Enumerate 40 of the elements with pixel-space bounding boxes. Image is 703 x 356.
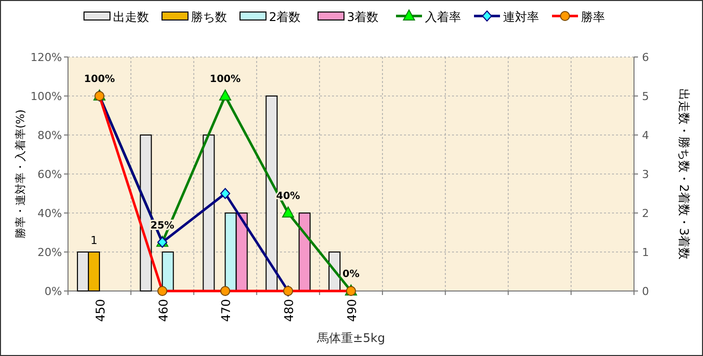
y2-tick-label: 5 bbox=[642, 90, 649, 103]
y-axis-title: 勝率・連対率・入着率(%) bbox=[14, 109, 27, 239]
x-tick-label: 460 bbox=[156, 299, 170, 322]
point bbox=[282, 206, 294, 218]
data-label: 100% bbox=[84, 74, 115, 85]
y-tick-label: 120% bbox=[30, 51, 62, 64]
x-tick-label: 450 bbox=[93, 299, 108, 322]
y-tick-label: 80% bbox=[38, 129, 62, 142]
y2-tick-label: 3 bbox=[642, 168, 649, 181]
data-label: 0% bbox=[342, 269, 360, 280]
legend-label: 連対率 bbox=[503, 10, 539, 24]
y2-tick-label: 0 bbox=[642, 285, 649, 298]
y2-tick-label: 1 bbox=[642, 246, 649, 259]
y2-axis-title: 出走数・勝ち数・2着数・3着数 bbox=[677, 88, 691, 260]
point bbox=[220, 188, 230, 199]
point bbox=[219, 90, 232, 100]
legend-label: 入着率 bbox=[425, 10, 461, 24]
x-tick-label: 490 bbox=[345, 299, 359, 322]
data-label: 1 bbox=[90, 234, 98, 247]
y-tick-label: 0% bbox=[44, 285, 62, 298]
y-tick-label: 100% bbox=[30, 90, 62, 103]
y2-tick-label: 6 bbox=[642, 51, 649, 64]
bar bbox=[298, 212, 311, 292]
legend-label: 勝ち数 bbox=[191, 10, 227, 24]
y2-tick-label: 2 bbox=[642, 207, 649, 220]
y-tick-label: 60% bbox=[38, 168, 62, 181]
legend-label: 3着数 bbox=[347, 10, 379, 24]
legend-label: 勝率 bbox=[581, 10, 605, 24]
x-tick-label: 480 bbox=[282, 299, 296, 322]
y-tick-label: 40% bbox=[38, 207, 62, 220]
legend-label: 出走数 bbox=[113, 10, 149, 24]
legend-label: 2着数 bbox=[269, 10, 301, 24]
y2-tick-label: 4 bbox=[642, 129, 649, 142]
bar bbox=[162, 252, 174, 292]
data-label: 100% bbox=[210, 74, 241, 85]
x-axis-title: 馬体重±5kg bbox=[316, 331, 386, 345]
bar bbox=[266, 96, 278, 292]
y-tick-label: 20% bbox=[38, 246, 62, 259]
x-tick-label: 470 bbox=[219, 299, 234, 322]
bar bbox=[202, 134, 215, 292]
